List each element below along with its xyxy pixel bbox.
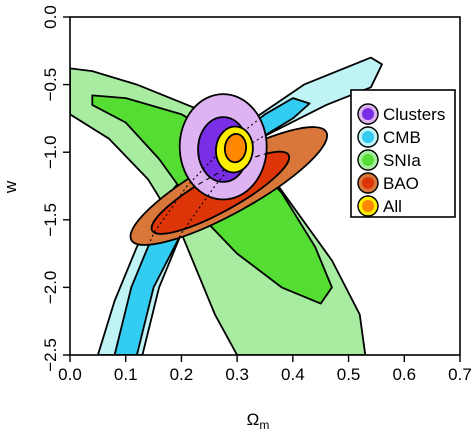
legend-swatch-ring: [357, 103, 379, 125]
legend: Clusters CMB SNIa BAO All: [350, 89, 456, 218]
bao-inner-dashed-overlay: [151, 151, 290, 235]
legend-swatch: [358, 173, 378, 193]
x-axis: 0.0 0.1 0.2 0.3 0.4 0.5 0.6 0.7: [58, 355, 472, 384]
x-tick-label: 0.6: [392, 365, 416, 384]
legend-label: SNIa: [383, 151, 421, 170]
legend-label: Clusters: [383, 105, 445, 124]
legend-swatch: [358, 196, 378, 216]
y-tick-label: −1.5: [41, 203, 60, 237]
y-axis-label: w: [1, 180, 20, 194]
confidence-regions: [70, 56, 383, 355]
legend-label: All: [383, 197, 402, 216]
all-inner-region: [223, 133, 248, 164]
x-tick-label: 0.0: [58, 365, 82, 384]
legend-swatch-ring: [357, 126, 379, 148]
y-tick-label: −0.5: [41, 68, 60, 102]
x-tick-label: 0.4: [281, 365, 305, 384]
legend-swatch: [358, 150, 378, 170]
x-tick-label: 0.3: [225, 365, 249, 384]
x-axis-label-main: Ω: [247, 410, 260, 429]
y-tick-label: −2.5: [41, 338, 60, 372]
y-tick-label: −2.0: [41, 271, 60, 305]
legend-swatch: [358, 104, 378, 124]
y-axis: 0.0 −0.5 −1.0 −1.5 −2.0 −2.5: [41, 5, 70, 372]
y-tick-label: 0.0: [41, 5, 60, 29]
x-axis-label: Ωm: [247, 410, 270, 432]
legend-label: BAO: [383, 174, 419, 193]
x-tick-label: 0.2: [170, 365, 194, 384]
plot-frame: [69, 16, 461, 356]
x-tick-label: 0.7: [448, 365, 472, 384]
y-tick-label: −1.0: [41, 135, 60, 169]
legend-swatch-ring: [357, 172, 379, 194]
x-tick-label: 0.1: [114, 365, 138, 384]
legend-swatch-ring: [357, 149, 379, 171]
legend-swatch-ring: [357, 195, 379, 217]
x-axis-label-subscript: m: [259, 418, 269, 432]
legend-swatch: [358, 127, 378, 147]
legend-label: CMB: [383, 128, 421, 147]
x-tick-label: 0.5: [337, 365, 361, 384]
